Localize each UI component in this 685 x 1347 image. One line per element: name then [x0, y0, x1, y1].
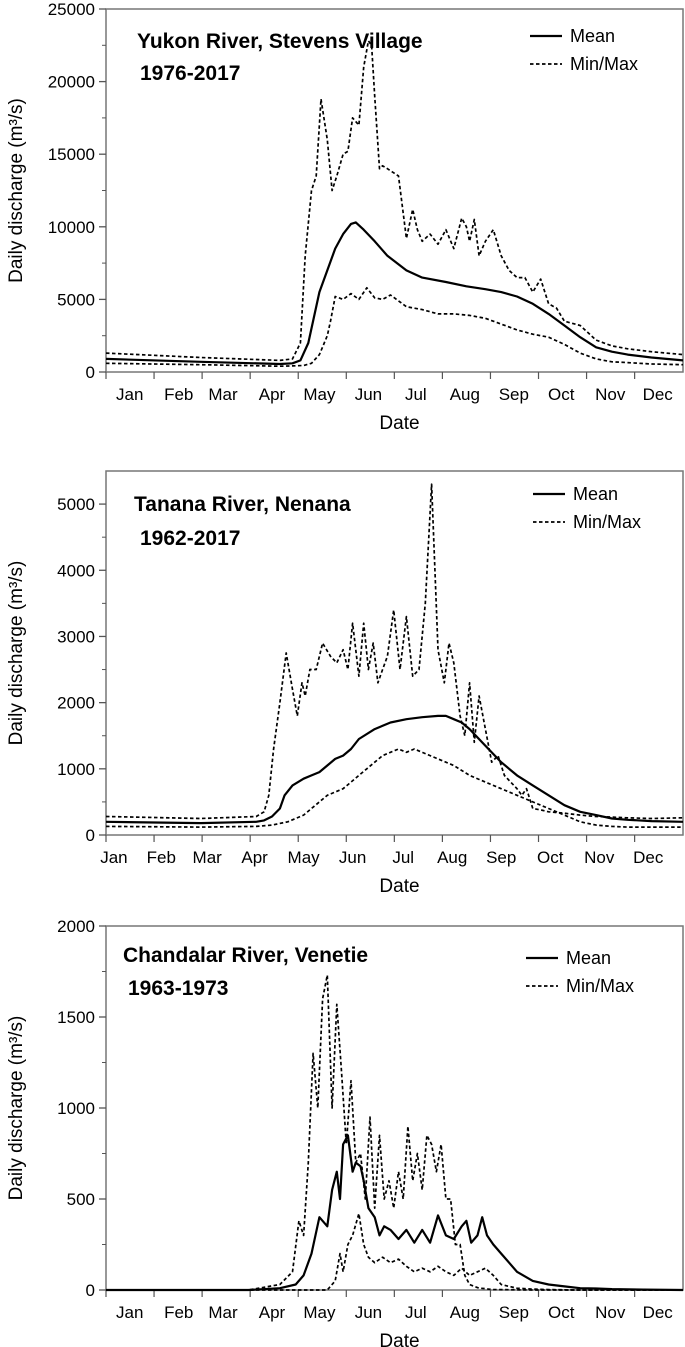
- legend-label-mean: Mean: [570, 26, 615, 46]
- y-tick-label: 15000: [48, 145, 95, 164]
- y-tick-label: 0: [86, 1281, 95, 1300]
- x-tick-label: Nov: [595, 385, 626, 404]
- legend: Mean Min/Max: [533, 484, 641, 532]
- series-line-max: [105, 40, 684, 362]
- legend-label-minmax: Min/Max: [573, 512, 641, 532]
- x-tick-label: Nov: [584, 848, 615, 867]
- x-tick-label: Aug: [450, 1303, 480, 1322]
- y-tick-label: 0: [86, 363, 95, 382]
- x-tick-label: Jan: [116, 1303, 143, 1322]
- y-axis-label: Daily discharge (m³/s): [6, 98, 27, 283]
- series-line-min: [105, 286, 684, 368]
- x-tick-label: Oct: [548, 1303, 575, 1322]
- chart-panel-2: 0 1000 2000 3000 4000 5000 Jan Feb Mar Apr May Jun J…: [6, 470, 684, 897]
- chart-panel-3: 0 500 1000 1500 2000 Jan Feb Mar Apr May Jun Jul Aug…: [6, 917, 684, 1347]
- x-tick-label: Dec: [643, 1303, 674, 1322]
- x-tick-label: May: [303, 1303, 336, 1322]
- x-tick-label: Mar: [193, 848, 223, 867]
- y-tick-label: 1500: [57, 1008, 95, 1027]
- x-axis-label: Date: [379, 1331, 419, 1347]
- panel-title: Yukon River, Stevens Village: [137, 30, 423, 53]
- y-tick-label: 4000: [57, 561, 95, 580]
- y-tick-label: 10000: [48, 218, 95, 237]
- x-tick-label: Nov: [595, 1303, 626, 1322]
- x-tick-label: Sep: [499, 1303, 529, 1322]
- legend-label-mean: Mean: [566, 948, 611, 968]
- x-tick-label: May: [303, 385, 336, 404]
- y-tick-label: 25000: [48, 0, 95, 19]
- x-tick-label: Jul: [405, 385, 427, 404]
- x-tick-label: Jun: [339, 848, 366, 867]
- y-tick-label: 20000: [48, 73, 95, 92]
- panel-subtitle: 1976-2017: [140, 62, 240, 85]
- series-line-mean: [106, 1134, 684, 1292]
- legend-label-minmax: Min/Max: [570, 54, 638, 74]
- series-line-min: [106, 1212, 683, 1291]
- series-line-max: [105, 483, 684, 820]
- y-tick-label: 500: [67, 1190, 95, 1209]
- x-tick-label: Jan: [100, 848, 127, 867]
- x-tick-label: Oct: [537, 848, 564, 867]
- legend-label-mean: Mean: [573, 484, 618, 504]
- x-tick-label: May: [288, 848, 321, 867]
- chart-panel-1: 0 5000 10000 15000 20000 25000 Jan Feb Mar Apr May…: [6, 0, 684, 434]
- y-tick-label: 0: [86, 826, 95, 845]
- x-tick-label: Feb: [164, 385, 193, 404]
- x-tick-label: Jul: [405, 1303, 427, 1322]
- x-axis-label: Date: [379, 413, 419, 434]
- x-tick-label: Feb: [164, 1303, 193, 1322]
- series-line-max: [106, 974, 683, 1291]
- x-tick-label: Mar: [208, 1303, 238, 1322]
- x-tick-label: Jun: [355, 1303, 382, 1322]
- x-tick-label: Jun: [355, 385, 382, 404]
- series-line-mean: [105, 714, 684, 825]
- x-tick-label: Oct: [548, 385, 575, 404]
- y-tick-label: 1000: [57, 1099, 95, 1118]
- y-tick-label: 2000: [57, 694, 95, 713]
- x-tick-label: Apr: [241, 848, 268, 867]
- x-tick-label: Aug: [450, 385, 480, 404]
- y-tick-label: 5000: [57, 290, 95, 309]
- y-tick-label: 1000: [57, 760, 95, 779]
- x-axis-label: Date: [379, 876, 419, 897]
- panel-title: Chandalar River, Venetie: [123, 944, 368, 967]
- x-tick-label: Dec: [643, 385, 674, 404]
- y-axis-label: Daily discharge (m³/s): [6, 1016, 27, 1201]
- x-tick-label: Jan: [116, 385, 143, 404]
- x-tick-label: Mar: [208, 385, 238, 404]
- legend: Mean Min/Max: [530, 26, 638, 74]
- panel-subtitle: 1962-2017: [140, 527, 240, 550]
- y-tick-label: 2000: [57, 917, 95, 936]
- x-tick-label: Dec: [633, 848, 664, 867]
- x-tick-label: Sep: [499, 385, 529, 404]
- x-tick-label: Jul: [392, 848, 414, 867]
- series-line-mean: [105, 221, 684, 366]
- legend-label-minmax: Min/Max: [566, 976, 634, 996]
- panel-subtitle: 1963-1973: [128, 977, 228, 1000]
- x-tick-label: Apr: [259, 1303, 286, 1322]
- y-axis-label: Daily discharge (m³/s): [6, 561, 27, 746]
- x-tick-label: Sep: [486, 848, 516, 867]
- y-tick-label: 3000: [57, 627, 95, 646]
- x-tick-label: Apr: [259, 385, 286, 404]
- legend: Mean Min/Max: [526, 948, 634, 996]
- x-tick-label: Aug: [437, 848, 467, 867]
- series-line-min: [105, 748, 683, 828]
- panel-title: Tanana River, Nenana: [134, 493, 351, 516]
- y-tick-label: 5000: [57, 495, 95, 514]
- x-tick-label: Feb: [147, 848, 176, 867]
